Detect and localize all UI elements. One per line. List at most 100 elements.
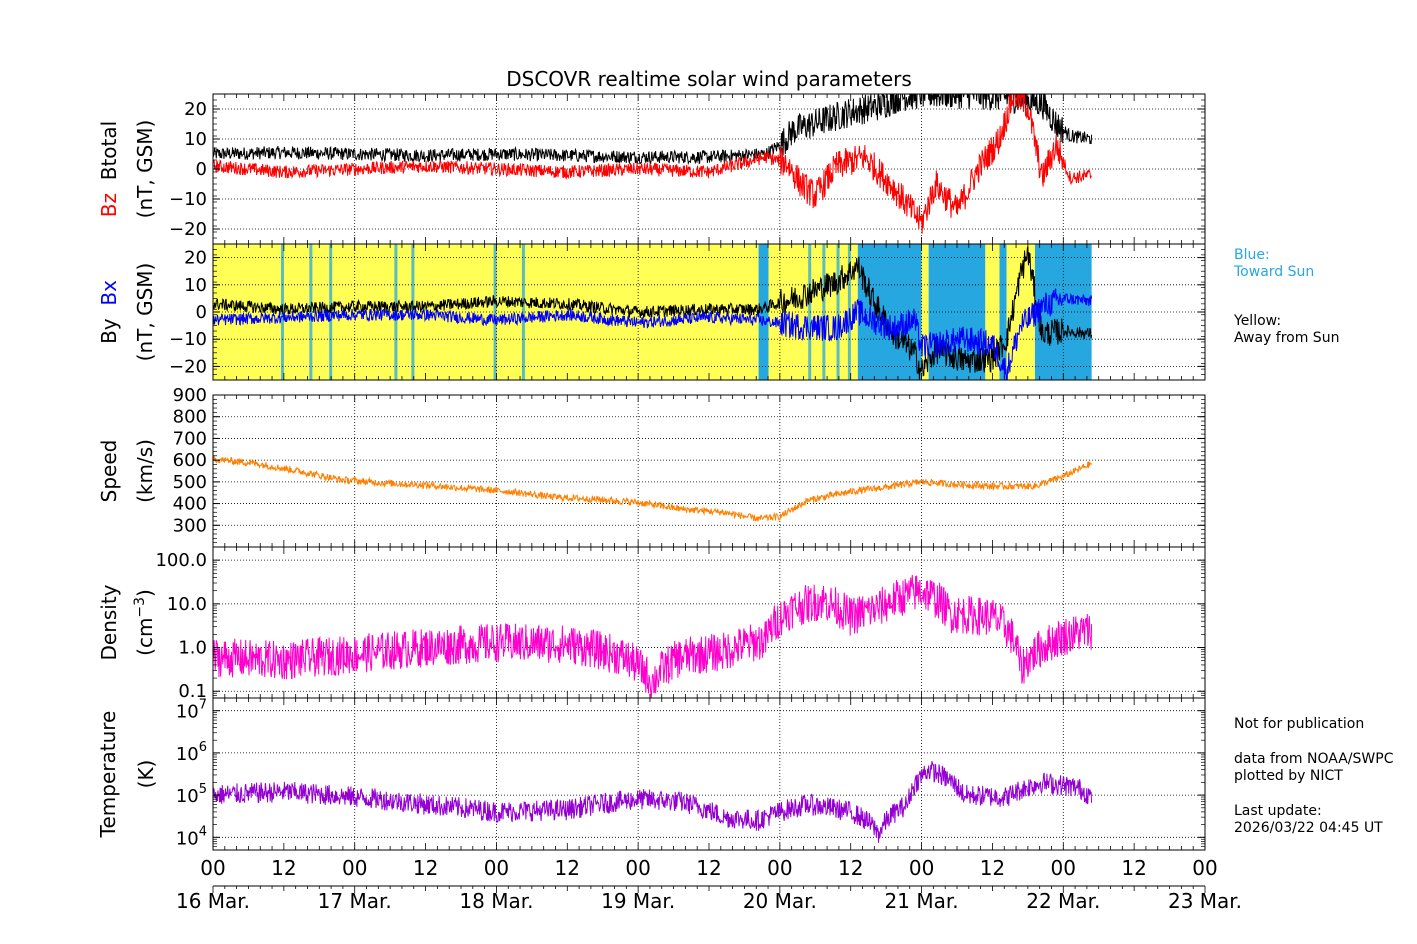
y-tick-label: 500: [173, 472, 207, 493]
axis-label-part: Bz: [97, 193, 121, 217]
tick-exponent: 7: [199, 698, 207, 713]
axis-unit-imf: (nT, GSM): [133, 263, 157, 362]
panel-frame: [212, 394, 1206, 548]
axis-label-part: Temperature: [96, 711, 120, 839]
legend-toward-sun: Blue: Toward Sun: [1234, 247, 1315, 280]
sector-stripe: [808, 244, 812, 380]
credit-text: data from NOAA/SWPC plotted by NICT: [1234, 751, 1394, 784]
sector-away: [921, 244, 929, 380]
y-tick-label: −10: [169, 189, 207, 210]
sector-stripe: [822, 244, 826, 380]
series-group: [213, 760, 1093, 843]
panel-density: 0.1 1.0 10.0 100.0 Density (cm−3): [97, 546, 1206, 702]
unit-exponent: −3: [132, 597, 148, 618]
series-speed: [213, 455, 1093, 522]
y-tick-label: 900: [173, 385, 207, 406]
date-label: 19 Mar.: [601, 889, 675, 913]
series-group: [213, 574, 1093, 698]
series-density: [213, 574, 1093, 698]
axis-unit-density: (cm−3): [132, 589, 157, 656]
y-tick-label: 0.1: [178, 681, 207, 702]
y-tick-label: 10.0: [167, 594, 207, 615]
y-tick-label: 20: [184, 248, 207, 269]
tick-base: 10: [176, 786, 199, 807]
axis-label-part: Btotal: [97, 121, 121, 193]
y-tick-label: 105: [176, 782, 207, 807]
y-tick-label: 104: [176, 824, 207, 849]
y-tick-label: 10: [184, 275, 207, 296]
chart-title: DSCOVR realtime solar wind parameters: [506, 67, 912, 91]
y-tick-label: −20: [169, 219, 207, 240]
series-group: [213, 246, 1093, 380]
sector-toward: [857, 244, 922, 380]
axis-label-part: By: [97, 318, 121, 344]
hour-tick-label: 00: [767, 856, 792, 880]
y-tick-label: −20: [169, 356, 207, 377]
notice-text: Not for publication: [1234, 716, 1365, 732]
hour-tick-label: 00: [200, 856, 225, 880]
panel-frame: [212, 546, 1206, 699]
date-label: 21 Mar.: [885, 889, 959, 913]
y-tick-label: 100.0: [155, 550, 207, 571]
y-tick-label: 20: [184, 99, 207, 120]
panels: −20 −10 0 10 20 Bz Btotal (nT, GSM) −20 −10 0 10 20…: [96, 93, 1206, 851]
hour-tick-label: 12: [271, 856, 296, 880]
axis-label-density: Density: [97, 584, 121, 660]
axis-label-speed: Speed: [97, 440, 121, 503]
panel-bfield: −20 −10 0 10 20 Bz Btotal (nT, GSM): [97, 93, 1206, 245]
axis-label-imf: By Bx: [97, 280, 121, 344]
tick-base: 10: [176, 828, 199, 849]
tick-exponent: 5: [199, 782, 207, 797]
axis-label-part: Speed: [97, 440, 121, 503]
hour-tick-label: 00: [342, 856, 367, 880]
tick-base: 10: [176, 702, 199, 723]
axis-label-part: Density: [97, 584, 121, 660]
axis-label-temperature: Temperature: [96, 711, 120, 839]
y-tick-label: 10: [184, 129, 207, 150]
y-tick-label: 700: [173, 428, 207, 449]
axis-unit-temperature: (K): [134, 760, 158, 789]
sector-toward: [758, 244, 769, 380]
hour-tick-label: 12: [413, 856, 438, 880]
axis-unit-speed: (km/s): [133, 439, 157, 503]
series-bx: [213, 288, 1093, 380]
series-by: [213, 246, 1093, 380]
y-tick-label: 0: [196, 159, 207, 180]
date-label: 18 Mar.: [459, 889, 533, 913]
unit-base: (cm: [133, 618, 157, 656]
panel-frame: [212, 697, 1206, 851]
tick-base: 10: [176, 744, 199, 765]
y-tick-label: 400: [173, 494, 207, 515]
hour-tick-label: 12: [838, 856, 863, 880]
series-btotal: [213, 94, 1093, 166]
series-group: [213, 94, 1093, 234]
y-tick-label: 1.0: [178, 638, 207, 659]
hour-tick-label: 00: [1192, 856, 1217, 880]
hour-tick-label: 12: [555, 856, 580, 880]
y-tick-label: −10: [169, 329, 207, 350]
series-group: [213, 455, 1093, 522]
panel-imf: −20 −10 0 10 20 By Bx (nT, GSM): [97, 243, 1206, 381]
series-temperature: [213, 760, 1093, 843]
last-update-text: Last update: 2026/03/22 04:45 UT: [1234, 803, 1383, 836]
axis-label-bfield: Bz Btotal: [97, 121, 121, 217]
hour-tick-label: 00: [484, 856, 509, 880]
hour-tick-label: 00: [625, 856, 650, 880]
y-tick-label: 0: [196, 302, 207, 323]
sector-stripe: [521, 244, 525, 380]
hour-tick-label: 00: [909, 856, 934, 880]
y-tick-label: 107: [176, 698, 207, 723]
date-label: 17 Mar.: [318, 889, 392, 913]
date-label: 22 Mar.: [1026, 889, 1100, 913]
hour-tick-label: 12: [696, 856, 721, 880]
y-tick-label: 800: [173, 407, 207, 428]
unit-close: ): [133, 589, 157, 597]
y-tick-label: 106: [176, 740, 207, 765]
x-axis: 00 12 00 12 00 12 00 12 00 12 00 12 00 12 00 16 Mar. 17 …: [176, 856, 1242, 913]
y-tick-label: 300: [173, 515, 207, 536]
tick-exponent: 6: [199, 740, 207, 755]
sector-toward: [999, 244, 1007, 380]
